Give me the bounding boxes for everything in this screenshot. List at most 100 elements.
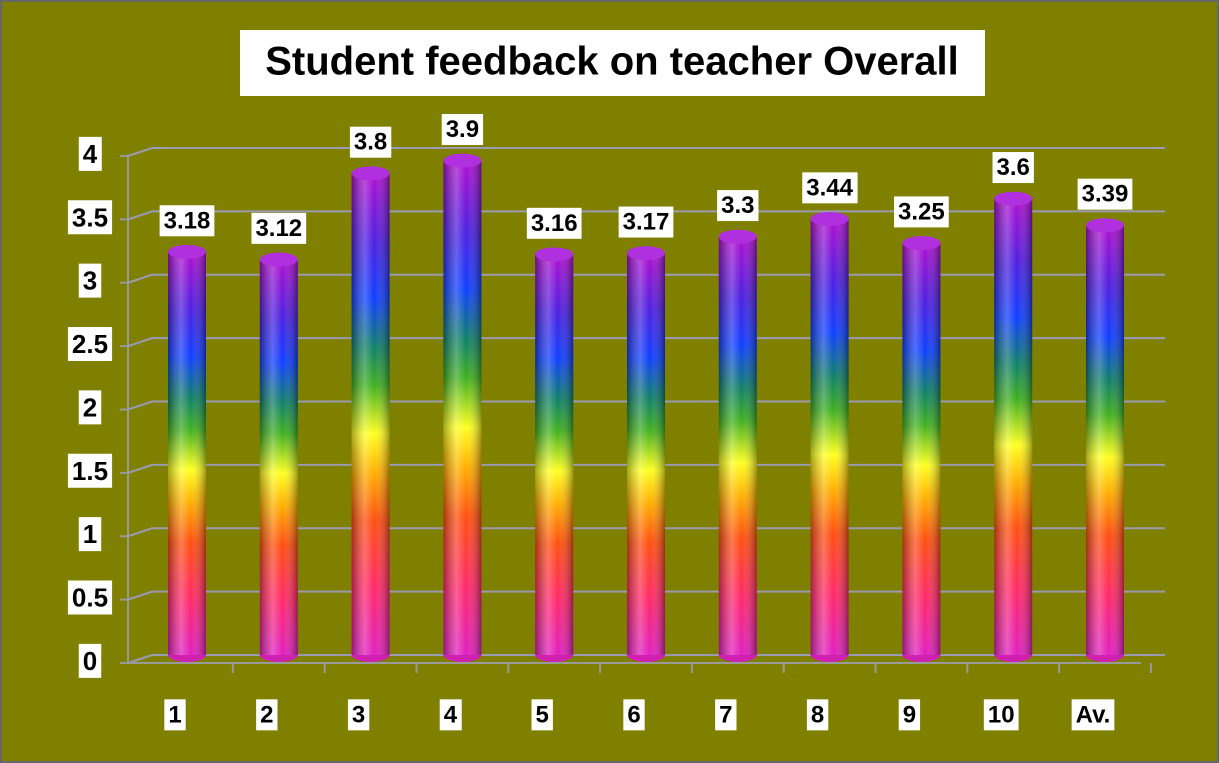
x-tick-label-box [806, 699, 829, 731]
value-label-group: 3.3 [717, 190, 759, 222]
bar-shade [994, 198, 1033, 655]
value-label-box [1077, 178, 1133, 210]
value-label-box [992, 152, 1034, 184]
y-tick-label: 2 [83, 392, 97, 422]
bar-top [718, 229, 757, 244]
x-tick-label: 5 [536, 701, 549, 728]
y-tick-label-box [78, 390, 102, 425]
y-tick-label: 1.5 [72, 456, 108, 486]
y-tick-label-group: 3 [78, 263, 102, 298]
value-label-box [618, 206, 674, 238]
y-tick-label-group: 1.5 [67, 453, 113, 488]
grid-line [127, 147, 1165, 157]
x-tick-label-box [983, 699, 1019, 731]
value-label: 3.25 [898, 198, 945, 225]
x-tick-label-group: 7 [715, 699, 737, 731]
x-tick-label-group: 4 [439, 699, 462, 731]
value-label: 3.9 [446, 116, 479, 143]
y-tick-label-box [67, 580, 113, 615]
x-tick-label: 2 [260, 701, 273, 728]
x-tick-label-group: 3 [347, 699, 370, 731]
bar-top [351, 166, 390, 181]
x-tick-label: 7 [719, 701, 732, 728]
value-label-box [526, 207, 582, 239]
value-label-box [894, 196, 949, 228]
y-tick-label: 2.5 [72, 329, 108, 359]
bar-shade [810, 218, 849, 656]
y-tick-label-group: 2 [78, 390, 102, 425]
y-tick-label: 3 [83, 266, 97, 296]
value-label: 3.17 [623, 209, 670, 236]
value-label-box [251, 212, 307, 244]
y-tick-label-group: 4 [78, 136, 102, 171]
x-tick-label: 8 [811, 701, 824, 728]
y-tick-label-box [67, 327, 113, 361]
bar-top [1086, 218, 1124, 233]
value-label: 3.8 [354, 129, 387, 156]
bar-top [168, 244, 206, 259]
x-tick-label-box [439, 699, 462, 731]
x-tick-label-group: 5 [531, 699, 553, 731]
x-tick-label-box [898, 699, 921, 731]
x-tick-label-group: 9 [898, 699, 921, 731]
value-label: 3.39 [1082, 181, 1129, 208]
value-label: 3.44 [806, 174, 853, 201]
x-tick-label-group: 2 [256, 699, 278, 731]
bar-shade [351, 173, 390, 655]
bar-shade [902, 243, 941, 655]
x-tick-label-group: 1 [164, 699, 186, 731]
value-label-group: 3.44 [802, 172, 858, 204]
bar-top [259, 252, 298, 267]
value-label-box [802, 172, 858, 204]
value-label-group: 3.12 [251, 212, 307, 244]
y-tick-label-group: 3.5 [67, 200, 113, 235]
bar-shade [443, 160, 482, 656]
y-tick-label: 0.5 [72, 583, 108, 613]
x-tick-label: 6 [627, 701, 640, 728]
chart-title: Student feedback on teacher Overall [265, 40, 959, 84]
x-tick-label-group: 10 [983, 699, 1019, 731]
y-tick-label: 0 [83, 646, 97, 676]
y-tick-label: 3.5 [72, 202, 108, 232]
x-tick-label-group: 6 [623, 699, 645, 731]
bar-top [627, 246, 665, 261]
value-label-box [349, 126, 392, 158]
y-tick-label-box [67, 453, 113, 488]
bar-top [994, 191, 1033, 206]
y-tick-label-box [78, 136, 102, 171]
x-tick-label: 3 [352, 701, 365, 728]
value-label-group: 3.6 [992, 152, 1034, 184]
y-tick-label-group: 0 [78, 643, 102, 678]
value-label-group: 3.9 [441, 114, 484, 146]
value-label-group: 3.25 [894, 196, 949, 228]
value-label: 3.18 [164, 207, 211, 234]
x-tick-label: 10 [988, 701, 1015, 728]
x-tick-label-group: Av. [1071, 699, 1115, 731]
x-tick-label-box [256, 699, 278, 731]
y-tick-label-box [67, 200, 113, 235]
value-label: 3.12 [255, 215, 302, 242]
value-label-group: 3.17 [618, 206, 674, 238]
value-label-group: 3.16 [526, 207, 582, 239]
value-label-box [717, 190, 759, 222]
y-tick-label: 4 [83, 139, 98, 169]
y-tick-label-box [78, 643, 102, 678]
value-label: 3.16 [531, 210, 578, 237]
x-tick-label-box [715, 699, 737, 731]
bar-top [902, 236, 941, 251]
value-label: 3.6 [997, 154, 1030, 181]
bar-shade [535, 254, 574, 655]
value-label-group: 3.18 [159, 205, 215, 237]
x-tick-label: 9 [903, 701, 916, 728]
y-tick-label: 1 [83, 519, 97, 549]
y-tick-label-box [78, 517, 102, 552]
grid-line [127, 210, 1165, 221]
x-tick-label-box [623, 699, 645, 731]
y-tick-label-group: 0.5 [67, 580, 113, 615]
x-tick-label-box [347, 699, 370, 731]
bar-shade [168, 251, 206, 655]
x-tick-label-group: 8 [806, 699, 829, 731]
y-tick-label-group: 1 [78, 517, 102, 552]
bar-shade [627, 253, 665, 655]
